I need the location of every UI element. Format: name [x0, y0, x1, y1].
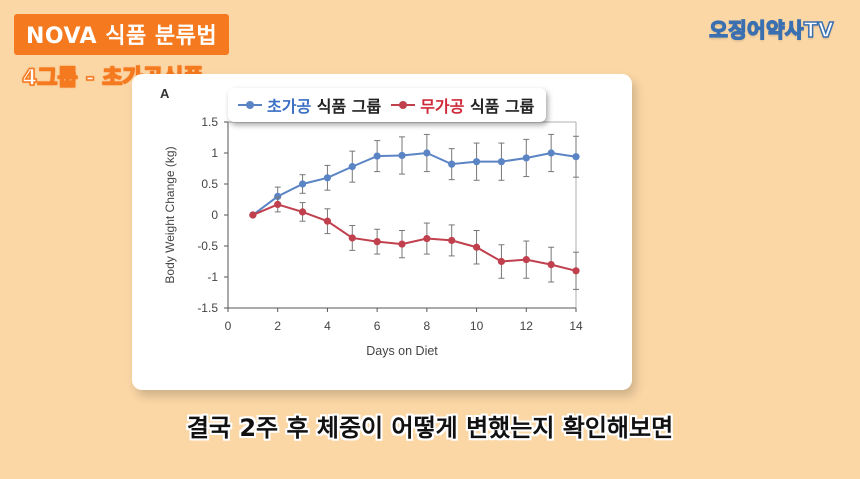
- chart-legend: 초가공 식품 그룹 무가공 식품 그룹: [228, 88, 547, 122]
- data-point-1: [472, 243, 481, 251]
- data-point-1: [274, 200, 282, 209]
- legend-item-unprocessed: 무가공 식품 그룹: [391, 93, 534, 117]
- channel-logo: 오징어약사TV: [709, 17, 835, 43]
- data-point-1: [298, 208, 307, 216]
- chart-card: A -1.5 -1 -0.5 0 0.5 1 1.5 0 2 4 6 8 10 12 14 Days on Di…: [132, 74, 632, 390]
- x-tick-label: 14: [569, 319, 583, 333]
- x-axis-label: Days on Diet: [366, 344, 438, 358]
- x-tick-label: 8: [424, 319, 431, 333]
- legend-swatch-unprocessed-icon: [391, 99, 416, 111]
- data-point-1: [398, 240, 406, 248]
- y-tick-label: -1.5: [197, 301, 218, 315]
- data-point-0: [547, 149, 555, 157]
- y-tick-label: 0: [211, 208, 218, 222]
- legend-label-unprocessed: 무가공 식품 그룹: [420, 97, 535, 116]
- data-point-0: [398, 151, 406, 160]
- data-point-0: [472, 158, 481, 166]
- legend-item-ultra: 초가공 식품 그룹: [238, 93, 381, 117]
- page-title: NOVA 식품 분류법: [14, 14, 230, 55]
- data-point-0: [572, 153, 580, 161]
- data-point-0: [497, 158, 506, 166]
- x-tick-label: 6: [374, 319, 381, 333]
- x-tick-label: 0: [225, 319, 232, 333]
- y-tick-label: 0.5: [201, 177, 218, 191]
- legend-label-ultra: 초가공 식품 그룹: [267, 97, 382, 116]
- x-tick-label: 10: [470, 319, 484, 333]
- y-tick-label: 1: [211, 146, 218, 160]
- legend-swatch-ultra-icon: [238, 99, 262, 111]
- data-point-1: [323, 217, 332, 225]
- x-tick-label: 12: [520, 319, 534, 333]
- x-tick-label: 4: [324, 319, 331, 333]
- data-point-0: [448, 160, 456, 168]
- line-chart: A -1.5 -1 -0.5 0 0.5 1 1.5 0 2 4 6 8 10 12 14 Days on Di…: [160, 86, 583, 358]
- data-point-0: [274, 192, 282, 200]
- data-point-1: [497, 257, 506, 266]
- y-tick-label: -0.5: [197, 239, 218, 253]
- data-point-1: [522, 256, 530, 264]
- data-point-0: [522, 154, 530, 162]
- y-axis-label: Body Weight Change (kg): [163, 146, 177, 283]
- data-point-0: [348, 163, 356, 171]
- data-point-1: [448, 236, 456, 245]
- data-point-0: [323, 174, 332, 182]
- series-line-0: [252, 151, 577, 216]
- y-tick-label: -1: [207, 270, 218, 284]
- data-point-1: [249, 211, 257, 219]
- data-point-1: [373, 238, 381, 246]
- data-point-1: [572, 267, 580, 275]
- data-point-1: [423, 234, 431, 243]
- data-point-0: [298, 180, 307, 188]
- series-line-1: [252, 203, 577, 272]
- x-tick-label: 2: [274, 319, 281, 333]
- y-tick-label: 1.5: [201, 115, 218, 129]
- data-point-1: [348, 234, 356, 242]
- data-point-1: [547, 261, 555, 269]
- data-point-0: [373, 152, 381, 160]
- panel-label: A: [160, 86, 170, 101]
- subtitle-caption: 결국 2주 후 체중이 어떻게 변했는지 확인해보면: [186, 414, 674, 442]
- data-point-0: [423, 149, 431, 157]
